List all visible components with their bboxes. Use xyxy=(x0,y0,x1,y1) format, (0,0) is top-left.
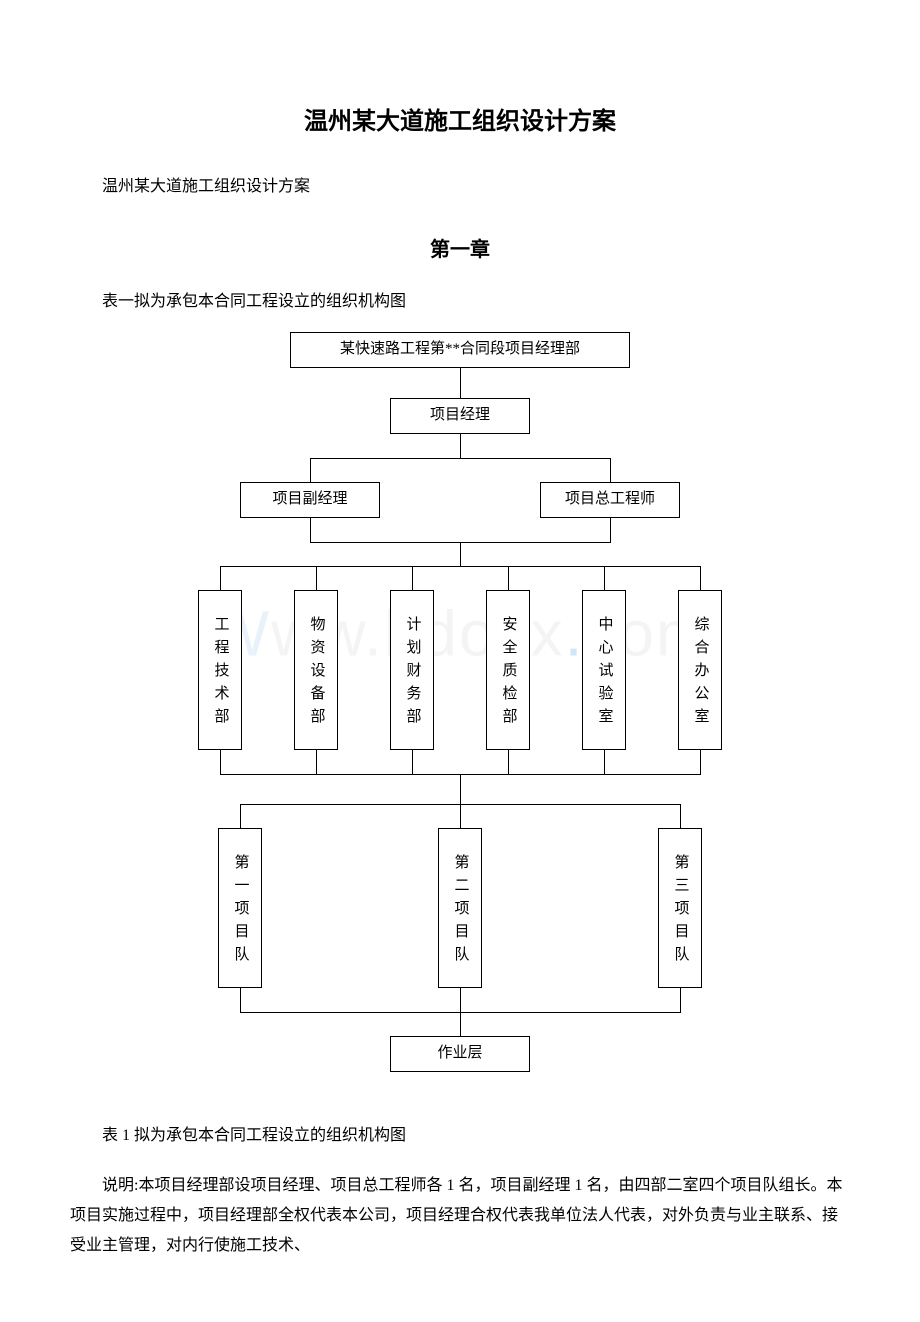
document-subtitle: 温州某大道施工组织设计方案 xyxy=(70,173,850,202)
connector xyxy=(316,750,317,774)
connector xyxy=(412,566,413,590)
connector xyxy=(610,518,611,542)
connector xyxy=(310,458,311,482)
explanation-paragraph: 说明:本项目经理部设项目经理、项目总工程师各 1 名，项目副经理 1 名，由四部… xyxy=(70,1171,850,1262)
org-chart: 某快速路工程第**合同段项目经理部 项目经理 项目副经理 项目总工程师 工程技术… xyxy=(160,332,760,1102)
connector xyxy=(460,1012,461,1036)
connector xyxy=(610,458,611,482)
connector xyxy=(412,750,413,774)
node-work-layer: 作业层 xyxy=(390,1036,530,1072)
node-dept-office: 综合办公室 xyxy=(678,590,722,750)
figure-caption-top: 表一拟为承包本合同工程设立的组织机构图 xyxy=(70,288,850,317)
node-project-manager: 项目经理 xyxy=(390,398,530,434)
connector xyxy=(508,750,509,774)
connector xyxy=(240,988,241,1012)
connector xyxy=(700,566,701,590)
connector xyxy=(680,804,681,828)
connector xyxy=(460,988,461,1012)
node-dept-materials: 物资设备部 xyxy=(294,590,338,750)
connector xyxy=(680,988,681,1012)
connector xyxy=(460,804,461,828)
connector xyxy=(604,750,605,774)
node-vice-pm: 项目副经理 xyxy=(240,482,380,518)
connector xyxy=(460,434,461,458)
node-team-1: 第一项目队 xyxy=(218,828,262,988)
node-team-2: 第二项目队 xyxy=(438,828,482,988)
connector xyxy=(460,368,461,398)
connector xyxy=(310,518,311,542)
document-title: 温州某大道施工组织设计方案 xyxy=(70,100,850,143)
connector xyxy=(316,566,317,590)
connector xyxy=(220,750,221,774)
node-team-3: 第三项目队 xyxy=(658,828,702,988)
node-dept-safety: 安全质检部 xyxy=(486,590,530,750)
figure-caption-bottom: 表 1 拟为承包本合同工程设立的组织机构图 xyxy=(70,1122,850,1151)
connector xyxy=(604,566,605,590)
node-dept-lab: 中心试验室 xyxy=(582,590,626,750)
connector xyxy=(220,566,221,590)
connector xyxy=(508,566,509,590)
connector xyxy=(310,458,610,459)
connector xyxy=(460,774,461,804)
chapter-heading: 第一章 xyxy=(70,232,850,268)
node-dept-planning: 计划财务部 xyxy=(390,590,434,750)
node-chief-engineer: 项目总工程师 xyxy=(540,482,680,518)
connector xyxy=(460,542,461,566)
connector xyxy=(220,566,700,567)
connector xyxy=(240,804,241,828)
node-top: 某快速路工程第**合同段项目经理部 xyxy=(290,332,630,368)
node-dept-engineering: 工程技术部 xyxy=(198,590,242,750)
connector xyxy=(700,750,701,774)
